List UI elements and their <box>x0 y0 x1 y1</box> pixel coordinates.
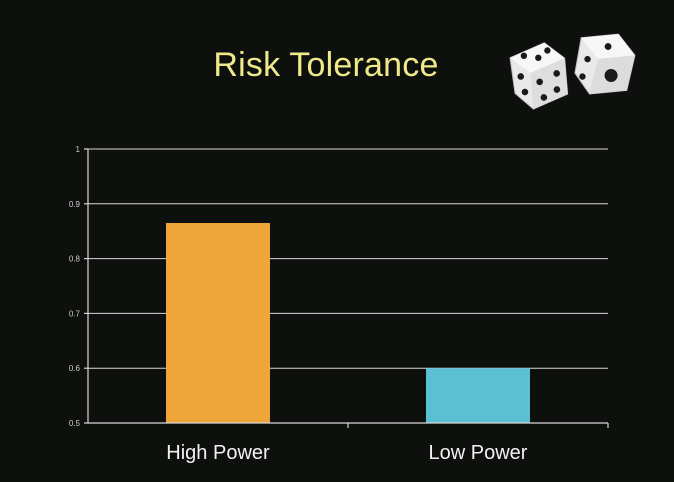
x-tick-label: Low Power <box>429 442 528 464</box>
y-tick-label: 0.6 <box>69 364 81 373</box>
x-tick-label: High Power <box>166 442 270 464</box>
bar-low-power <box>426 368 530 423</box>
bar-high-power <box>166 222 270 423</box>
y-tick-label: 1 <box>76 145 81 154</box>
dice-icon <box>509 33 636 110</box>
y-tick-label: 0.5 <box>69 419 81 428</box>
y-tick-label: 0.8 <box>69 255 81 264</box>
chart-title: Risk Tolerance <box>213 46 439 84</box>
y-tick-label: 0.9 <box>69 200 81 209</box>
y-tick-label: 0.7 <box>69 309 81 318</box>
